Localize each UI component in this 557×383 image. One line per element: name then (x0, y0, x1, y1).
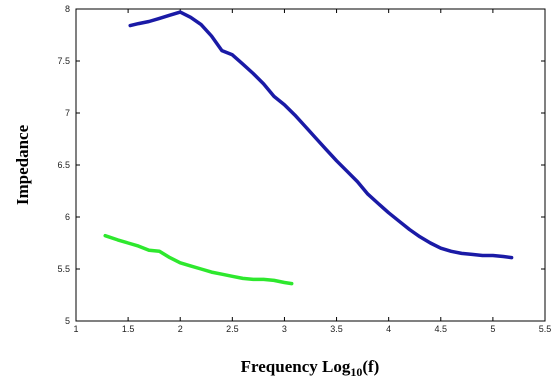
series-line-1 (128, 10, 514, 260)
x-tick-label: 4.5 (435, 324, 448, 334)
x-tick-label: 3 (282, 324, 287, 334)
x-tick-label: 1.5 (122, 324, 135, 334)
y-axis-ticks: 5 5.5 6 6.5 7 7.5 8 (57, 4, 545, 326)
x-tick-label: 2 (178, 324, 183, 334)
y-tick-label: 6 (65, 212, 70, 222)
x-tick-label: 3.5 (330, 324, 343, 334)
x-tick-label: 1 (73, 324, 78, 334)
x-tick-label: 4 (386, 324, 391, 334)
x-tick-label: 5 (490, 324, 495, 334)
x-axis-title-main: Frequency Log (241, 357, 351, 376)
y-tick-label: 6.5 (57, 160, 70, 170)
plot-area (75, 8, 546, 322)
y-tick-label: 7 (65, 108, 70, 118)
y-tick-label: 8 (65, 4, 70, 14)
x-axis-title-tail: (f) (362, 357, 379, 376)
x-axis-title-subscript: 10 (350, 365, 362, 379)
series-line-2 (103, 233, 294, 286)
series-layer (103, 10, 514, 286)
x-tick-label: 5.5 (539, 324, 552, 334)
y-tick-label: 5.5 (57, 264, 70, 274)
x-tick-label: 2.5 (226, 324, 239, 334)
y-tick-label: 7.5 (57, 56, 70, 66)
y-tick-label: 5 (65, 316, 70, 326)
y-axis-title: Impedance (13, 124, 32, 205)
x-axis-title: Frequency Log10(f) (241, 357, 380, 379)
